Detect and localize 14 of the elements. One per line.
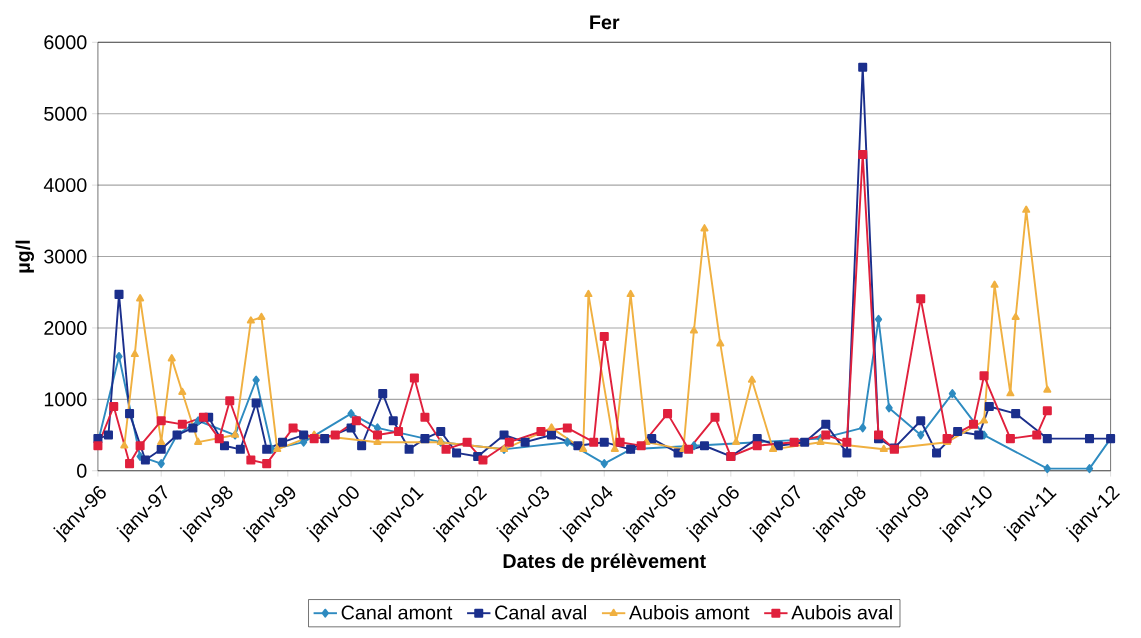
y-tick-label: 3000	[44, 249, 87, 264]
y-tick-label: 6000	[44, 35, 87, 50]
chart-title: Fer	[590, 15, 620, 30]
legend-label: Aubois aval	[791, 605, 892, 620]
y-tick-label: 2000	[44, 320, 87, 335]
y-tick-label: 4000	[43, 178, 87, 193]
legend-label: Aubois amont	[629, 605, 750, 620]
legend-label: Canal aval	[495, 605, 586, 620]
x-axis-title: Dates de prélèvement	[503, 553, 706, 572]
y-tick-label: 1000	[44, 392, 87, 407]
legend-label: Canal amont	[341, 605, 453, 620]
y-axis-title: µg/l	[15, 240, 34, 273]
y-tick-label: 0	[77, 463, 87, 478]
y-tick-label: 5000	[44, 106, 87, 121]
